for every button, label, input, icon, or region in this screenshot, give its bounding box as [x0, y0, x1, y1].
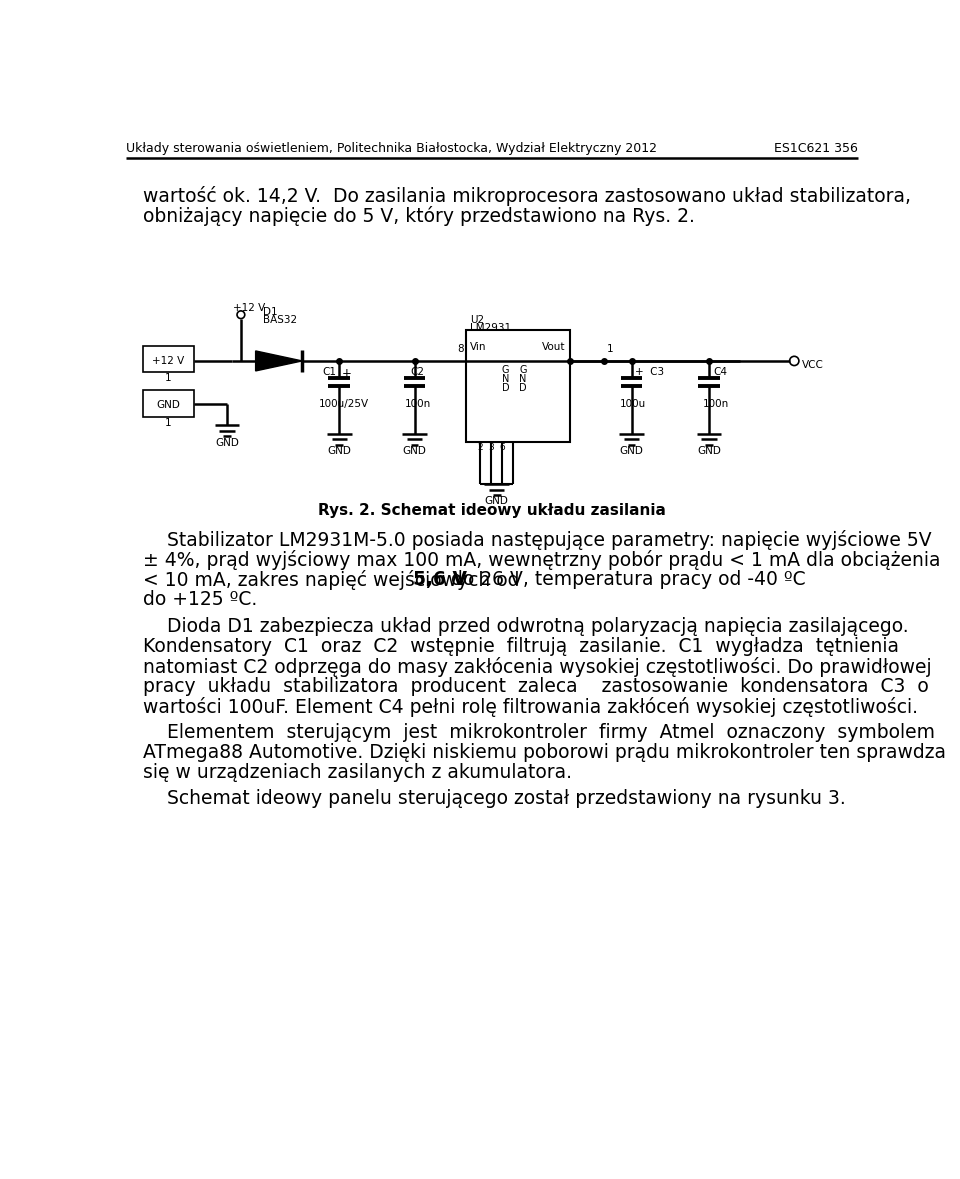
Text: +  C3: + C3 — [636, 367, 664, 377]
Text: LM2931: LM2931 — [470, 323, 512, 334]
Text: GND: GND — [215, 437, 239, 448]
Bar — [143, 345, 194, 373]
Text: 5,6 V: 5,6 V — [413, 571, 467, 590]
Text: N: N — [502, 374, 510, 384]
Text: 6: 6 — [499, 442, 505, 452]
Text: Stabilizator LM2931M-5.0 posiada następujące parametry: napięcie wyjściowe 5V: Stabilizator LM2931M-5.0 posiada następu… — [143, 531, 932, 551]
Text: Vin: Vin — [470, 342, 487, 351]
Text: się w urządzeniach zasilanych z akumulatora.: się w urządzeniach zasilanych z akumulat… — [143, 763, 572, 782]
Text: wartość ok. 14,2 V.  Do zasilania mikroprocesora zastosowano układ stabilizatora: wartość ok. 14,2 V. Do zasilania mikropr… — [143, 186, 911, 206]
Text: 100n: 100n — [703, 400, 729, 409]
Text: Vout: Vout — [542, 342, 565, 351]
Bar — [143, 390, 194, 417]
Text: GND: GND — [327, 447, 351, 456]
Text: GND: GND — [402, 447, 426, 456]
Text: GND: GND — [697, 447, 721, 456]
Text: do 26 V, temperatura pracy od -40 ºC: do 26 V, temperatura pracy od -40 ºC — [444, 571, 805, 590]
Text: Schemat ideowy panelu sterującego został przedstawiony na rysunku 3.: Schemat ideowy panelu sterującego został… — [143, 789, 846, 808]
Text: wartości 100uF. Element C4 pełni rolę filtrowania zakłóceń wysokiej częstotliwoś: wartości 100uF. Element C4 pełni rolę fi… — [143, 697, 919, 717]
Polygon shape — [255, 351, 302, 371]
Text: Dioda D1 zabezpiecza układ przed odwrotną polaryzacją napięcia zasilającego.: Dioda D1 zabezpiecza układ przed odwrotn… — [143, 617, 909, 635]
Text: ± 4%, prąd wyjściowy max 100 mA, wewnętrzny pobór prądu < 1 mA dla obciążenia: ± 4%, prąd wyjściowy max 100 mA, wewnętr… — [143, 551, 941, 571]
Text: +: + — [342, 367, 351, 380]
Bar — [467, 330, 569, 442]
Text: 100u: 100u — [620, 400, 646, 409]
Text: Kondensatory  C1  oraz  C2  wstępnie  filtrują  zasilanie.  C1  wygładza  tętnie: Kondensatory C1 oraz C2 wstępnie filtruj… — [143, 637, 900, 656]
Text: C4: C4 — [713, 367, 727, 377]
Text: GND: GND — [619, 447, 643, 456]
Text: +12 V: +12 V — [153, 356, 184, 365]
Text: D: D — [519, 383, 527, 394]
Text: 8: 8 — [457, 344, 464, 354]
Text: G: G — [502, 364, 510, 375]
Text: N: N — [519, 374, 527, 384]
Text: C2: C2 — [411, 367, 424, 377]
Text: 100u/25V: 100u/25V — [319, 400, 369, 409]
Text: ATmega88 Automotive. Dzięki niskiemu poborowi prądu mikrokontroler ten sprawdza: ATmega88 Automotive. Dzięki niskiemu pob… — [143, 743, 947, 762]
Text: 2: 2 — [477, 442, 483, 452]
Text: natomiast C2 odprzęga do masy zakłócenia wysokiej częstotliwości. Do prawidłowej: natomiast C2 odprzęga do masy zakłócenia… — [143, 657, 932, 677]
Text: VCC: VCC — [802, 360, 824, 370]
Text: GND: GND — [156, 400, 180, 410]
Text: obniżający napięcie do 5 V, który przedstawiono na Rys. 2.: obniżający napięcie do 5 V, który przeds… — [143, 206, 695, 226]
Text: ES1C621 356: ES1C621 356 — [774, 143, 858, 156]
Text: C1: C1 — [323, 367, 336, 377]
Text: 1: 1 — [165, 417, 172, 428]
Text: 1: 1 — [607, 344, 613, 354]
Text: D: D — [502, 383, 510, 394]
Text: D1: D1 — [263, 307, 278, 317]
Text: pracy  układu  stabilizatora  producent  zaleca    zastosowanie  kondensatora  C: pracy układu stabilizatora producent zal… — [143, 677, 929, 696]
Text: < 10 mA, zakres napięć wejściowych od: < 10 mA, zakres napięć wejściowych od — [143, 571, 526, 591]
Text: Układy sterowania oświetleniem, Politechnika Białostocka, Wydział Elektryczny 20: Układy sterowania oświetleniem, Politech… — [126, 143, 658, 156]
Text: do +125 ºC.: do +125 ºC. — [143, 591, 257, 610]
Text: 100n: 100n — [404, 400, 431, 409]
Text: U2: U2 — [470, 315, 485, 324]
Text: 3: 3 — [488, 442, 493, 452]
Text: BAS32: BAS32 — [263, 315, 298, 324]
Text: 1: 1 — [165, 374, 172, 383]
Text: Elementem  sterującym  jest  mikrokontroler  firmy  Atmel  oznaczony  symbolem: Elementem sterującym jest mikrokontroler… — [143, 723, 935, 742]
Text: Rys. 2. Schemat ideowy układu zasilania: Rys. 2. Schemat ideowy układu zasilania — [318, 503, 666, 519]
Text: G: G — [519, 364, 527, 375]
Text: +12 V: +12 V — [233, 303, 265, 314]
Text: GND: GND — [485, 496, 509, 507]
